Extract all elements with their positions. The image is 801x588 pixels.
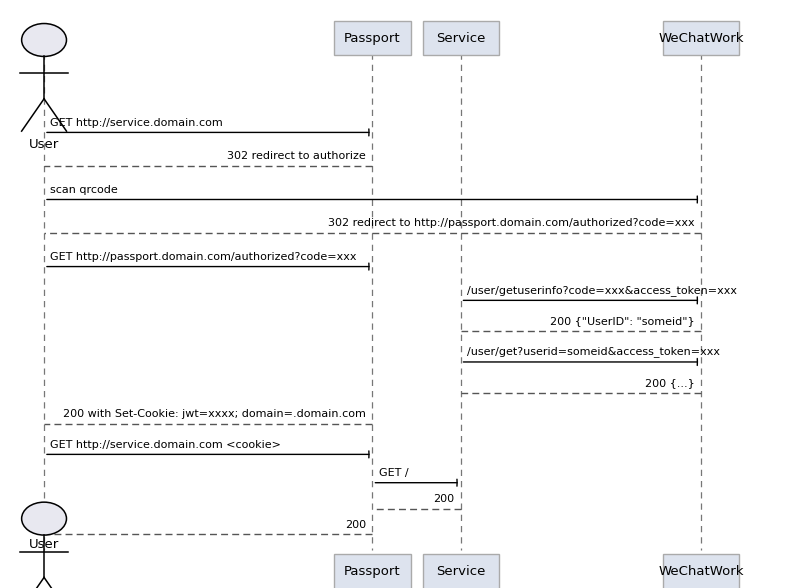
FancyBboxPatch shape [423, 21, 498, 55]
Text: Passport: Passport [344, 565, 400, 578]
Text: User: User [29, 138, 59, 151]
Text: 200 with Set-Cookie: jwt=xxxx; domain=.domain.com: 200 with Set-Cookie: jwt=xxxx; domain=.d… [63, 409, 366, 419]
Circle shape [22, 502, 66, 535]
Text: 200: 200 [433, 494, 454, 504]
Text: /user/getuserinfo?code=xxx&access_token=xxx: /user/getuserinfo?code=xxx&access_token=… [467, 285, 737, 296]
Text: GET http://service.domain.com <cookie>: GET http://service.domain.com <cookie> [50, 440, 281, 450]
Text: /user/get?userid=someid&access_token=xxx: /user/get?userid=someid&access_token=xxx [467, 346, 720, 358]
Text: Passport: Passport [344, 32, 400, 45]
FancyBboxPatch shape [423, 554, 498, 588]
Text: 200 {...}: 200 {...} [645, 378, 694, 388]
Text: Service: Service [436, 32, 485, 45]
Text: 200 {"UserID": "someid"}: 200 {"UserID": "someid"} [549, 316, 694, 326]
FancyBboxPatch shape [335, 21, 411, 55]
FancyBboxPatch shape [663, 21, 739, 55]
Text: WeChatWork: WeChatWork [658, 565, 743, 578]
Text: WeChatWork: WeChatWork [658, 32, 743, 45]
Text: 200: 200 [345, 520, 366, 530]
Text: GET /: GET / [379, 468, 409, 478]
Text: GET http://service.domain.com: GET http://service.domain.com [50, 118, 223, 128]
Text: 302 redirect to http://passport.domain.com/authorized?code=xxx: 302 redirect to http://passport.domain.c… [328, 218, 694, 228]
Text: Service: Service [436, 565, 485, 578]
Text: scan qrcode: scan qrcode [50, 185, 119, 195]
FancyBboxPatch shape [663, 554, 739, 588]
Text: 302 redirect to authorize: 302 redirect to authorize [227, 151, 366, 161]
Text: User: User [29, 538, 59, 551]
FancyBboxPatch shape [335, 554, 411, 588]
Circle shape [22, 24, 66, 56]
Text: GET http://passport.domain.com/authorized?code=xxx: GET http://passport.domain.com/authorize… [50, 252, 357, 262]
